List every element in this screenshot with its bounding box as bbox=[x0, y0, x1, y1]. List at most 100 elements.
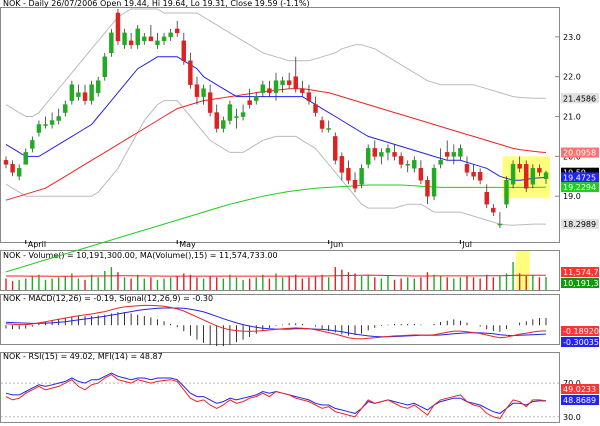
price-value-tag: 20.0958 bbox=[563, 149, 596, 158]
candle-body bbox=[3, 160, 9, 165]
candle-body bbox=[43, 124, 48, 126]
candle-body bbox=[339, 156, 345, 173]
candle-body bbox=[333, 136, 338, 161]
volume-panel-title: NOK - Volume() = 10,191,300.00, MA(Volum… bbox=[3, 251, 278, 260]
candle-body bbox=[227, 104, 233, 121]
rsi-value-tag-bg bbox=[561, 384, 599, 394]
candle-body bbox=[385, 148, 391, 153]
candle-body bbox=[36, 124, 42, 133]
rsi-panel-title: NOK - RSI(15) = 49.02, MFI(14) = 48.87 bbox=[3, 352, 163, 361]
candle-body bbox=[102, 56, 108, 77]
ma-long-line bbox=[5, 184, 547, 273]
candle-body bbox=[451, 152, 457, 157]
rsi-panel bbox=[0, 352, 560, 423]
candle-body bbox=[89, 84, 94, 101]
candle-body bbox=[306, 92, 312, 101]
candle-body bbox=[477, 172, 483, 181]
macd-panel-title: NOK - MACD(12,26) = -0.19, Signal(12,26,… bbox=[3, 294, 213, 303]
candle-body bbox=[181, 40, 187, 62]
candle-body bbox=[221, 120, 226, 129]
candle-body bbox=[30, 140, 35, 149]
price-panel bbox=[0, 7, 560, 243]
candle-body bbox=[379, 152, 384, 157]
price-tick-label: 19.0 bbox=[563, 192, 581, 201]
candle-body bbox=[418, 168, 424, 181]
price-value-tag: 19.4725 bbox=[563, 173, 596, 182]
candle-body bbox=[352, 180, 358, 189]
rsi-value-tag: 48.8689 bbox=[563, 396, 596, 405]
price-tick-label: 21.0 bbox=[563, 113, 581, 122]
price-value-tag-bg bbox=[561, 219, 599, 230]
candle-body bbox=[510, 164, 516, 185]
candle-body bbox=[135, 28, 140, 46]
candle-body bbox=[10, 164, 15, 173]
candle-body bbox=[49, 120, 55, 125]
candle-body bbox=[142, 36, 147, 42]
candle-body bbox=[504, 180, 509, 205]
volume-value-tag: 10,191,300 bbox=[563, 279, 600, 288]
price-value-tag: 19.2294 bbox=[563, 183, 596, 192]
volume-value-tag-bg bbox=[561, 278, 599, 288]
price-value-tag-bg bbox=[561, 93, 599, 104]
candle-body bbox=[201, 88, 206, 97]
price-tick-label: 22.0 bbox=[563, 73, 581, 82]
candle-body bbox=[234, 116, 239, 118]
candle-body bbox=[56, 116, 61, 121]
candle-body bbox=[95, 80, 101, 93]
candle-body bbox=[412, 160, 417, 169]
candle-body bbox=[497, 223, 503, 226]
month-label: April bbox=[28, 240, 46, 249]
candle-body bbox=[319, 120, 325, 129]
candle-body bbox=[471, 172, 476, 177]
candle-body bbox=[273, 80, 279, 93]
candle-body bbox=[168, 32, 173, 38]
candle-body bbox=[174, 28, 180, 34]
candle-body bbox=[431, 168, 437, 197]
candle-body bbox=[491, 207, 496, 213]
candle-body bbox=[76, 92, 81, 97]
candle-body bbox=[365, 148, 371, 165]
candle-body bbox=[313, 104, 318, 113]
volume-highlight-box bbox=[515, 251, 530, 290]
month-label: May bbox=[179, 240, 196, 249]
volume-value-tag: 11,574,733 bbox=[563, 268, 600, 277]
candle-body bbox=[247, 100, 252, 105]
month-label: Jun bbox=[330, 240, 344, 249]
candle-body bbox=[464, 164, 470, 173]
candle-body bbox=[214, 112, 219, 129]
volume-ma-line bbox=[6, 274, 547, 277]
macd-value-tag-bg bbox=[561, 326, 599, 336]
candle-body bbox=[458, 148, 463, 157]
candle-body bbox=[128, 40, 134, 46]
bollinger-lower-line bbox=[5, 100, 546, 226]
candle-body bbox=[517, 164, 522, 169]
candle-body bbox=[293, 76, 298, 89]
rsi-value-tag-bg bbox=[561, 395, 599, 405]
macd-line bbox=[5, 304, 547, 340]
candle-body bbox=[326, 128, 331, 130]
macd-value-tag: -0.189208 bbox=[563, 327, 600, 336]
candle-body bbox=[207, 92, 213, 113]
price-value-tag: 18.2989 bbox=[563, 220, 596, 229]
candle-body bbox=[392, 152, 397, 157]
candle-body bbox=[82, 92, 88, 101]
price-tick-label: 23.0 bbox=[563, 33, 581, 42]
price-value-tag: 21.4586 bbox=[563, 94, 596, 103]
candle-body bbox=[524, 164, 529, 189]
candle-body bbox=[537, 168, 542, 173]
rsi-line bbox=[5, 374, 547, 420]
candle-body bbox=[63, 104, 68, 113]
candle-body bbox=[444, 152, 450, 157]
rsi-tick-label: 70.0 bbox=[563, 379, 581, 388]
candle-body bbox=[372, 148, 378, 157]
candle-body bbox=[155, 40, 160, 46]
candle-body bbox=[425, 180, 430, 197]
candle-body bbox=[115, 12, 121, 42]
candle-body bbox=[194, 84, 200, 97]
candle-body bbox=[23, 152, 28, 165]
candle-body bbox=[543, 172, 549, 179]
candle-body bbox=[346, 168, 351, 181]
candle-body bbox=[260, 84, 266, 93]
candle-body bbox=[148, 36, 154, 42]
